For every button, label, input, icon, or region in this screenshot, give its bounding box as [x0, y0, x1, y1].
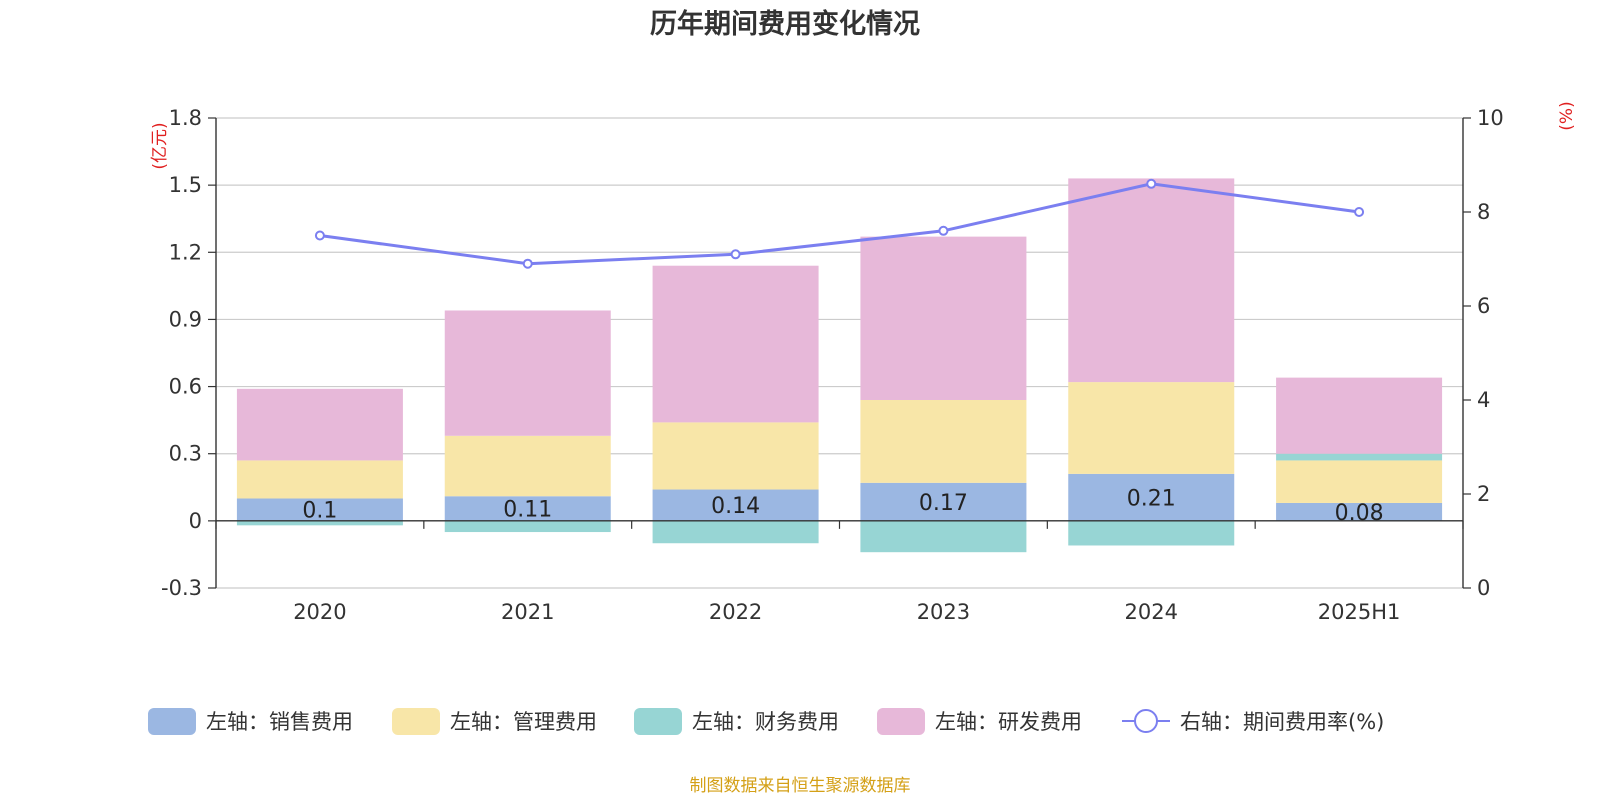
bar-segment [860, 482, 1027, 521]
y-left-tick-label: 1.5 [169, 173, 202, 197]
y-left-tick-label: 1.2 [169, 240, 202, 264]
bar-segment [236, 388, 403, 461]
x-tick-label: 2021 [501, 600, 554, 624]
bar-segment [444, 435, 611, 497]
bar-segment [652, 489, 819, 521]
bar-data-label: 0.21 [1127, 486, 1176, 511]
x-tick-label: 2022 [709, 600, 762, 624]
bar-segment [1276, 377, 1443, 454]
legend-label: 左轴：研发费用 [935, 710, 1082, 734]
legend-item: 左轴：财务费用 [634, 708, 839, 735]
y-left-tick-label: 0.3 [169, 442, 202, 466]
rate-line [319, 182, 1360, 266]
y-right-tick-label: 0 [1477, 576, 1490, 600]
y-right-tick-label: 8 [1477, 200, 1490, 224]
bar-data-label: 0.08 [1335, 501, 1384, 526]
legend-marker-icon [1134, 709, 1158, 733]
grid-layer [216, 117, 1463, 589]
legend-item: 左轴：研发费用 [877, 708, 1082, 735]
bar-segment [444, 520, 611, 533]
legend-label: 左轴：销售费用 [206, 710, 353, 734]
bar-segment [236, 520, 403, 526]
y-left-tick-label: -0.3 [161, 576, 202, 600]
source-note: 制图数据来自恒生聚源数据库 [690, 776, 911, 796]
bar-segment [444, 310, 611, 436]
y-left-tick-label: 0.6 [169, 375, 202, 399]
bars-layer [236, 178, 1443, 553]
bar-segment [1068, 473, 1235, 521]
x-tick-label: 2023 [917, 600, 970, 624]
bar-segment [1068, 178, 1235, 383]
rate-point [314, 230, 325, 241]
y-right-tick-label: 2 [1477, 482, 1490, 506]
legend-item: 右轴：期间费用率(%) [1122, 709, 1384, 734]
bar-segment [1068, 382, 1235, 474]
bar-segment [1276, 460, 1443, 503]
bar-data-label: 0.1 [302, 499, 337, 524]
bar-segment [444, 496, 611, 521]
x-tick-label: 2024 [1125, 600, 1178, 624]
bar-data-label: 0.11 [503, 498, 552, 523]
bar-segment [860, 520, 1027, 553]
line-layer [314, 178, 1365, 269]
bar-data-label: 0.14 [711, 494, 760, 519]
rate-point [522, 258, 533, 269]
bar-segment [652, 265, 819, 423]
legend-item: 左轴：销售费用 [148, 708, 353, 735]
legend-item: 左轴：管理费用 [392, 708, 597, 735]
y-right-unit-label: (%) [1557, 101, 1577, 130]
rate-point [1354, 207, 1365, 217]
y-left-tick-label: 0 [189, 509, 202, 533]
x-tick-label: 2025H1 [1318, 600, 1401, 624]
legend-swatch [634, 708, 682, 735]
x-tick-label: 2020 [293, 600, 346, 624]
bar-data-label: 0.17 [919, 491, 968, 516]
y-left-tick-label: 0.9 [169, 307, 202, 331]
legend-label: 左轴：管理费用 [450, 710, 597, 734]
bar-segment [1068, 520, 1235, 546]
bar-segment [1276, 502, 1443, 521]
legend: 左轴：销售费用 左轴：管理费用 左轴：财务费用 左轴：研发费用 右轴：期间费用率(%) [148, 708, 1384, 735]
bar-segment [236, 460, 403, 499]
y-left-unit-label: (亿元) [150, 122, 170, 169]
legend-swatch [392, 708, 440, 735]
legend-swatch [148, 708, 196, 735]
legend-swatch [877, 708, 925, 735]
bar-segment [860, 400, 1027, 483]
chart-title: 历年期间费用变化情况 [650, 8, 920, 40]
bar-segment [1276, 453, 1443, 461]
bar-segment [652, 422, 819, 490]
rate-point [1146, 178, 1157, 189]
y-right-tick-label: 4 [1477, 388, 1490, 412]
rate-point [730, 249, 741, 260]
legend-label: 右轴：期间费用率(%) [1180, 710, 1384, 734]
y-left-tick-label: 1.8 [169, 106, 202, 130]
bar-segment [652, 520, 819, 544]
legend-label: 左轴：财务费用 [692, 710, 839, 734]
bar-segment [236, 498, 403, 521]
y-right-tick-label: 10 [1477, 106, 1504, 130]
y-right-tick-label: 6 [1477, 294, 1490, 318]
bar-segment [860, 236, 1027, 400]
rate-point [938, 225, 949, 236]
data-labels-layer: 0.1 0.11 0.14 0.17 0.21 0.08 [302, 486, 1383, 526]
